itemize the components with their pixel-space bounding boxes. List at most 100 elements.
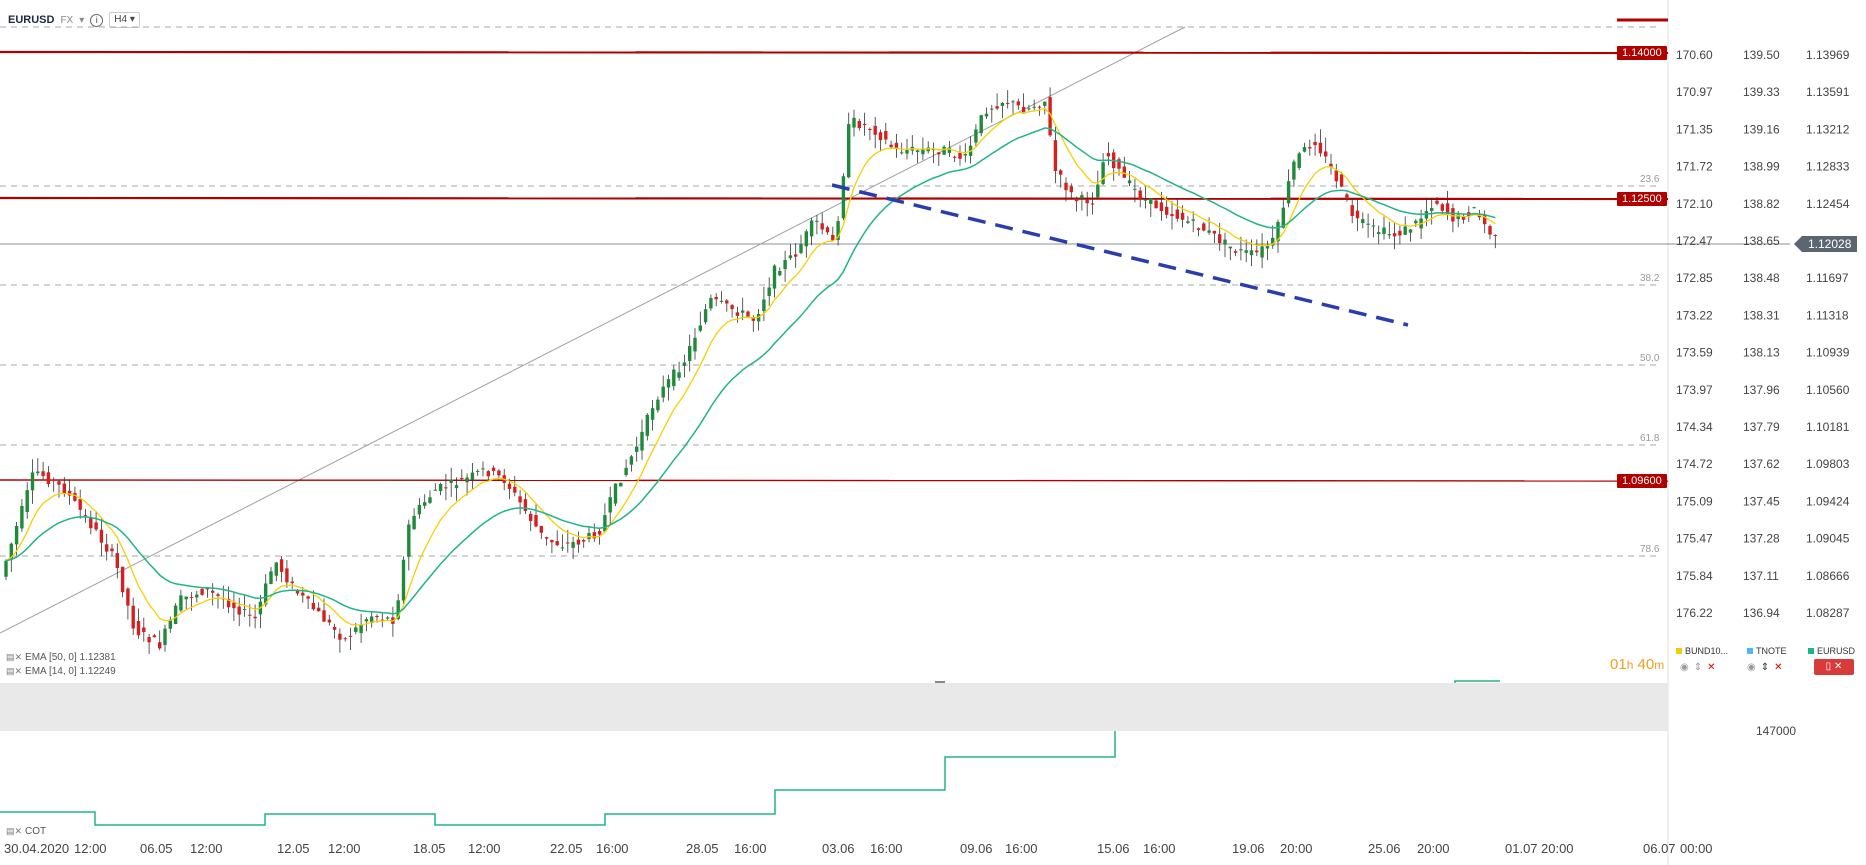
price-tag-resistance-top: 1.14000 xyxy=(1617,46,1667,60)
axis-tick-label: 1.10939 xyxy=(1806,346,1850,360)
candle-body xyxy=(571,542,575,548)
axis-tick-label: 137.96 xyxy=(1743,383,1780,397)
legend-eurusd[interactable]: EURUSD xyxy=(1808,646,1855,656)
price-tag-support: 1.09600 xyxy=(1617,474,1667,488)
candle-body xyxy=(1281,207,1285,228)
candle-body xyxy=(878,132,883,141)
candle-body xyxy=(9,543,13,560)
candle-body xyxy=(1424,211,1429,219)
price-tag-resistance-mid: 1.12500 xyxy=(1617,192,1667,206)
candle-body xyxy=(173,605,178,625)
candle-body xyxy=(1350,205,1354,217)
legend-bund-controls[interactable]: ◉ ⇕ ✕ xyxy=(1680,662,1716,673)
dashed-trendline[interactable] xyxy=(831,183,1409,327)
price-axis-2: 139.50 139.33 139.16 138.99 138.82 138.65 138.… xyxy=(1743,48,1780,620)
candle-body xyxy=(1271,237,1275,246)
ema50-label: EMA [50, 0] 1.12381 xyxy=(25,652,116,663)
menu-icon[interactable]: ▤✕ xyxy=(6,826,23,836)
candle-body xyxy=(52,479,56,481)
legend-tnote[interactable]: TNOTE xyxy=(1747,646,1787,656)
candle-body xyxy=(1165,206,1169,215)
info-icon[interactable]: i xyxy=(90,13,104,27)
candle-body xyxy=(1414,220,1418,224)
legend-bund[interactable]: BUND10... xyxy=(1676,646,1728,656)
candle-body xyxy=(120,566,125,593)
candle-body xyxy=(555,541,559,546)
legend-eurusd-controls[interactable]: ▯ ✕ xyxy=(1814,659,1854,675)
candle-body xyxy=(1440,204,1444,211)
close-icon: ✕ xyxy=(1707,662,1716,673)
indicator-cot[interactable]: ▤✕ COT xyxy=(6,826,46,837)
candle-body xyxy=(476,470,480,472)
candle-body xyxy=(619,482,623,487)
menu-icon[interactable]: ▤✕ xyxy=(6,652,23,662)
candle-body xyxy=(613,483,618,504)
candle-body xyxy=(460,477,464,480)
candle-body xyxy=(1472,207,1476,209)
axis-tick-label: 137.28 xyxy=(1743,532,1780,546)
instrument-type: FX xyxy=(60,14,74,26)
candle-body xyxy=(89,517,93,529)
time-axis-label: 16:00 xyxy=(596,841,629,856)
candle-body xyxy=(497,470,501,476)
axis-tick-label: 174.72 xyxy=(1676,457,1713,471)
candle-body xyxy=(709,297,713,309)
candle-body xyxy=(1233,251,1238,253)
candle-body xyxy=(847,124,851,178)
candle-body xyxy=(1488,226,1492,235)
candle-body xyxy=(799,244,803,253)
legend-tnote-controls[interactable]: ◉ ⇕ ✕ xyxy=(1747,662,1783,673)
time-axis-label: 20:00 xyxy=(1280,841,1313,856)
candle-body xyxy=(348,635,353,637)
indicator-ema50[interactable]: ▤✕ EMA [50, 0] 1.12381 xyxy=(6,652,116,663)
candle-body xyxy=(25,490,29,512)
candle-body xyxy=(465,477,469,483)
price-axis-3: 1.13969 1.13591 1.13212 1.12833 1.12454 1.116… xyxy=(1806,48,1850,620)
candle-body xyxy=(375,615,379,618)
resistance-lines[interactable] xyxy=(0,18,1669,482)
candle-body xyxy=(1408,229,1413,233)
candle-body xyxy=(486,471,490,477)
candle-body xyxy=(1382,227,1386,234)
candle-body xyxy=(825,227,830,233)
candle-body xyxy=(242,608,247,610)
candle-body xyxy=(110,548,114,552)
axis-tick-label: 137.62 xyxy=(1743,457,1780,471)
candle-body xyxy=(1430,208,1434,211)
axis-tick-label: 175.47 xyxy=(1676,532,1713,546)
axis-tick-label: 1.08287 xyxy=(1806,606,1850,620)
time-axis-label: 12.05 xyxy=(277,841,310,856)
axis-tick-label: 138.65 xyxy=(1743,234,1780,248)
candle-body xyxy=(136,621,141,636)
candle-body xyxy=(147,637,151,643)
trendline-channel[interactable] xyxy=(0,26,1186,634)
candle-body xyxy=(1223,239,1227,245)
fib-labels: 23.6 38.2 50.0 61.8 78.6 xyxy=(1640,174,1660,555)
candle-body xyxy=(417,504,422,515)
axis-tick-label: 138.82 xyxy=(1743,197,1780,211)
time-axis-label: 18.05 xyxy=(413,841,446,856)
chevron-down-icon[interactable]: ▾ xyxy=(79,14,85,26)
time-axis-label: 12:00 xyxy=(328,841,361,856)
candle-body xyxy=(1106,153,1111,157)
candle-body xyxy=(1011,101,1015,103)
candle-body xyxy=(36,471,40,474)
candle-body xyxy=(1074,198,1079,202)
indicator-ema14[interactable]: ▤✕ EMA [14, 0] 1.12249 xyxy=(6,666,116,677)
candle-body xyxy=(433,489,437,491)
candle-body xyxy=(1027,108,1031,110)
candle-body xyxy=(14,525,19,545)
candle-body xyxy=(1006,102,1010,104)
symbol-name[interactable]: EURUSD xyxy=(8,14,55,26)
resistance-line-1-14000 xyxy=(0,50,1669,55)
menu-icon[interactable]: ▤✕ xyxy=(6,666,23,676)
candle-body xyxy=(995,106,999,109)
candle-body xyxy=(454,485,459,488)
candle-body xyxy=(1159,202,1164,212)
candle-body xyxy=(1032,106,1036,108)
axis-tick-label: 173.22 xyxy=(1676,308,1713,322)
axis-tick-label: 1.12454 xyxy=(1806,197,1850,211)
axis-tick-label: 172.85 xyxy=(1676,271,1713,285)
candle-body xyxy=(78,499,82,510)
